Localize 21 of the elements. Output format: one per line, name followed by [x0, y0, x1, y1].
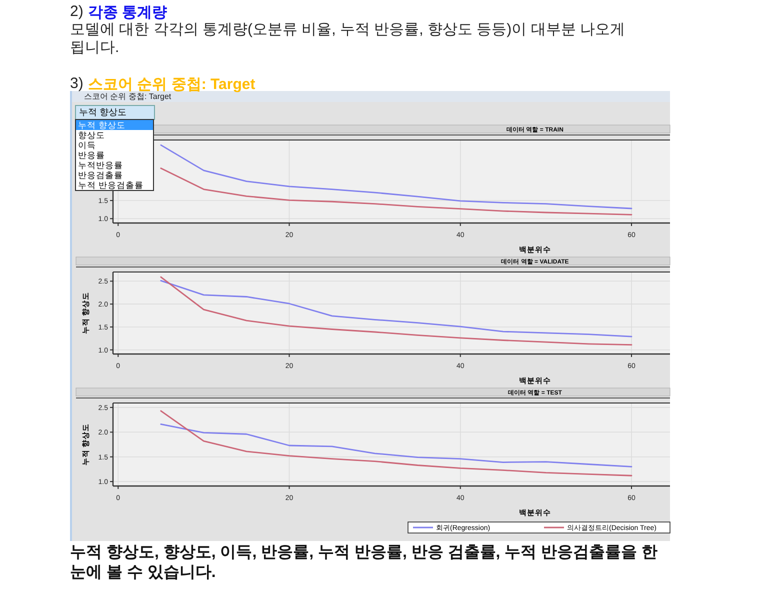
line-series	[160, 280, 632, 338]
line-series	[160, 276, 632, 346]
text: 누적 향상도	[76, 120, 153, 130]
text: 스코어 순위 중첩: Target	[88, 75, 256, 93]
annotation: 반응검출률	[77, 170, 124, 180]
text: 누적 향상도, 향상도, 이득, 반응률, 누적 반응률, 반응 검출률, 누적 반응검출률을 한 눈에 볼 수 있습니다.	[70, 543, 659, 583]
text: 반응률	[77, 150, 106, 160]
text: 스코어 순위 중첩: Target	[84, 92, 172, 102]
annotation: 누적 반응검출률	[77, 180, 144, 190]
text: 모델에 대한 각각의 통계량(오분류 비율, 누적 반응률, 향상도 등등)이 대부분 나오게 됩니다.	[70, 21, 625, 57]
line-series	[160, 424, 632, 468]
line-series	[160, 410, 632, 476]
text: 2)	[70, 3, 84, 20]
text: 각종 통계량	[88, 3, 168, 22]
text: 누적 향상도	[75, 105, 155, 120]
text: 향상도	[77, 130, 106, 140]
annotation: 누적반응률	[77, 160, 124, 170]
text: 3)	[70, 75, 84, 92]
line-series	[160, 144, 632, 210]
text: 이득	[77, 140, 97, 150]
line-series	[160, 168, 632, 216]
